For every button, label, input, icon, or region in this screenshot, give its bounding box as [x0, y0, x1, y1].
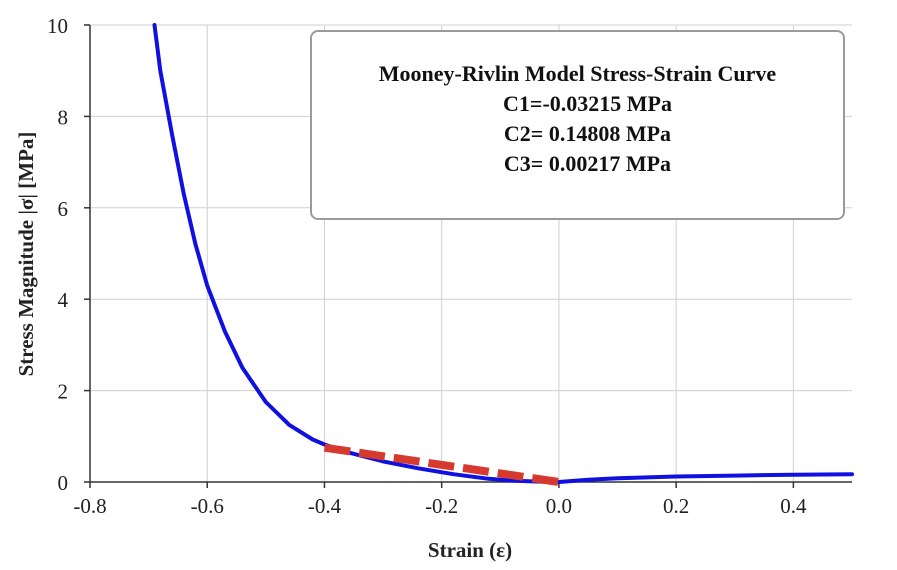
- tick-labels: -0.8 -0.6 -0.4 -0.2 0.0 0.2 0.4 0 2 4 6 8 10: [47, 14, 807, 518]
- x-tick-label: -0.4: [308, 494, 342, 518]
- y-tick-label: 6: [58, 197, 69, 221]
- linear-reference-line: [323, 443, 560, 486]
- x-tick-label: 0.2: [663, 494, 689, 518]
- x-tick-label: -0.2: [425, 494, 458, 518]
- y-tick-label: 10: [47, 14, 68, 38]
- annotation-c2: C2= 0.14808 MPa: [503, 121, 672, 146]
- y-tick-label: 4: [58, 288, 69, 312]
- y-tick-label: 0: [58, 471, 69, 495]
- y-tick-label: 8: [58, 105, 69, 129]
- x-tick-label: -0.8: [73, 494, 106, 518]
- x-tick-label: -0.6: [191, 494, 224, 518]
- axes: [84, 24, 852, 488]
- y-tick-label: 2: [58, 380, 69, 404]
- annotation-box: Mooney-Rivlin Model Stress-Strain Curve …: [310, 30, 845, 220]
- y-axis-label: Stress Magnitude |σ| [MPa]: [14, 132, 38, 377]
- annotation-c3: C3= 0.00217 MPa: [503, 151, 672, 176]
- mooney-rivlin-curve: [152, 23, 854, 484]
- x-axis-label: Strain (ε): [428, 538, 512, 562]
- x-tick-label: 0.4: [780, 494, 807, 518]
- series-layer: [152, 23, 854, 486]
- x-tick-label: 0.0: [546, 494, 572, 518]
- chart-title: Mooney-Rivlin Model Stress-Strain Curve: [378, 61, 777, 86]
- annotation-c1: C1=-0.03215 MPa: [503, 91, 672, 116]
